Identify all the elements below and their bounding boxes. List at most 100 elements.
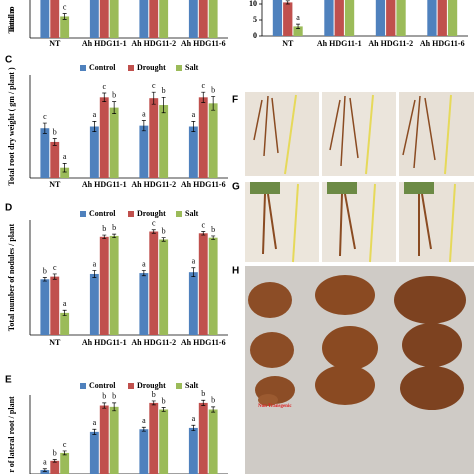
y-axis-label: Total root dry weight ( gm / plant ) (7, 67, 16, 186)
x-tick-label: NT (282, 39, 294, 48)
significance-letter: a (296, 13, 300, 22)
error-bar (102, 234, 107, 239)
x-tick-label: Ah HDG11-2 (131, 39, 176, 48)
bar (198, 0, 208, 38)
legend-swatch (80, 65, 86, 71)
bar (208, 237, 218, 335)
bar (188, 272, 198, 335)
x-tick-label: Ah HDG11-2 (368, 39, 413, 48)
error-bar (201, 91, 206, 103)
error-bar (92, 428, 97, 435)
significance-letter: a (93, 110, 97, 119)
error-bar (201, 399, 206, 406)
significance-letter: a (192, 257, 196, 266)
bar (40, 0, 50, 38)
bar (208, 0, 218, 38)
x-tick-label: Ah HDG11-1 (82, 180, 127, 189)
bar (427, 0, 437, 36)
bar (159, 409, 169, 474)
bar (89, 0, 99, 38)
error-bar (161, 237, 166, 242)
error-bar (151, 400, 156, 406)
bar (99, 405, 109, 474)
bar (375, 0, 386, 36)
legend-swatch (80, 211, 86, 217)
bar (272, 0, 283, 36)
error-bar (161, 407, 166, 412)
significance-letter: c (63, 440, 67, 449)
bar (437, 0, 447, 36)
error-bar (62, 450, 67, 456)
significance-letter: b (201, 389, 205, 398)
legend-swatch (128, 65, 134, 71)
y-axis-label: Total ro (7, 7, 16, 34)
legend-swatch (128, 383, 134, 389)
legend-label: Control (89, 63, 116, 72)
significance-letter: b (53, 127, 57, 136)
significance-letter: b (162, 396, 166, 405)
error-bar (42, 277, 47, 282)
bar (50, 0, 60, 39)
bar (89, 431, 99, 474)
y-axis-label: Total number of nodules / plant (7, 223, 16, 331)
y-tick-label: 5 (253, 15, 257, 24)
bar (139, 273, 149, 335)
bar (99, 0, 109, 38)
error-bar (62, 163, 67, 173)
significance-letter: a (192, 110, 196, 119)
panel-label: F (232, 95, 238, 106)
bar (89, 273, 99, 335)
significance-letter: b (162, 227, 166, 236)
error-bar (62, 13, 67, 20)
bar (109, 0, 119, 38)
bar (149, 402, 159, 474)
significance-letter: b (162, 86, 166, 95)
y-axis-label: Total r (7, 8, 16, 31)
panel-label: D (5, 203, 12, 214)
bar (60, 452, 70, 474)
panel-label: G (232, 182, 240, 193)
bar (159, 239, 169, 335)
significance-letter: a (142, 109, 146, 118)
bar (60, 16, 70, 38)
legend-label: Drought (137, 209, 166, 218)
bar (149, 0, 159, 38)
panel-label: C (5, 55, 12, 66)
error-bar (42, 122, 47, 134)
bar (396, 0, 406, 36)
error-bar (112, 402, 117, 412)
error-bar (52, 138, 57, 146)
bar (334, 0, 344, 36)
significance-letter: b (53, 448, 57, 457)
error-bar (151, 91, 156, 105)
bar (188, 0, 198, 38)
significance-letter: c (152, 219, 156, 228)
error-bar (211, 406, 216, 413)
significance-letter: b (102, 392, 106, 401)
significance-letter: b (211, 396, 215, 405)
error-bar (102, 92, 107, 102)
panel-label: H (232, 266, 239, 277)
x-tick-label: Ah HDG11-1 (82, 338, 127, 347)
bar (324, 0, 334, 36)
error-bar (151, 229, 156, 234)
panel-label: E (5, 375, 12, 386)
error-bar (161, 96, 166, 114)
x-tick-label: Ah HDG11-1 (82, 39, 127, 48)
significance-letter: c (102, 82, 106, 91)
legend-swatch (176, 211, 182, 217)
photo-label: Non Transgenic (258, 404, 292, 409)
bar (198, 402, 208, 474)
error-bar (285, 0, 290, 5)
legend-label: Salt (185, 63, 199, 72)
legend-label: Salt (185, 209, 199, 218)
bar (60, 312, 70, 335)
bar (208, 103, 218, 178)
legend-label: Control (89, 381, 116, 390)
error-bar (141, 120, 146, 132)
x-tick-label: Ah HDG11-6 (181, 39, 226, 48)
legend-label: Drought (137, 63, 166, 72)
y-tick-label: 0 (253, 31, 257, 40)
bar (50, 276, 60, 335)
